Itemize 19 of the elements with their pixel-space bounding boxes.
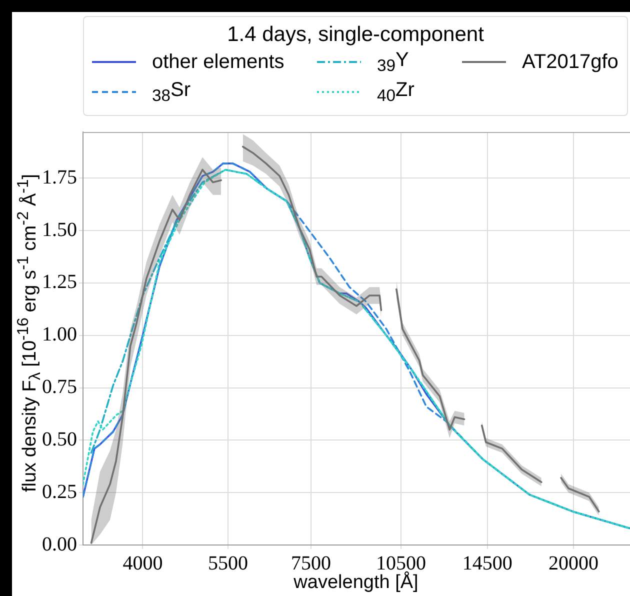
y-tick-label: 1.00: [42, 324, 77, 346]
x-tick-label: 7500: [290, 552, 331, 574]
x-tick-label: 20000: [548, 552, 599, 574]
x-tick-label: 14500: [462, 552, 512, 574]
y-tick-label: 1.50: [42, 218, 77, 241]
legend-label: $_{38}$Sr: [152, 78, 191, 106]
y-tick-label: 0.00: [42, 533, 77, 556]
x-tick-label: 5500: [208, 552, 248, 574]
y-tick-label: 1.25: [42, 271, 77, 294]
y-tick-label: 1.75: [42, 166, 77, 188]
y-tick-label: 0.75: [42, 376, 77, 398]
legend-label: $_{39}$Y: [377, 48, 409, 76]
x-tick-label: 4000: [122, 552, 163, 574]
y-tick-label: 0.25: [42, 480, 77, 503]
legend-label: other elements: [152, 50, 284, 74]
y-tick-label: 0.50: [42, 428, 77, 450]
legend-title: 1.4 days, single-component: [226, 23, 485, 47]
legend-label: AT2017gfo: [522, 50, 618, 74]
legend-label: $_{40}$Zr: [377, 78, 414, 106]
